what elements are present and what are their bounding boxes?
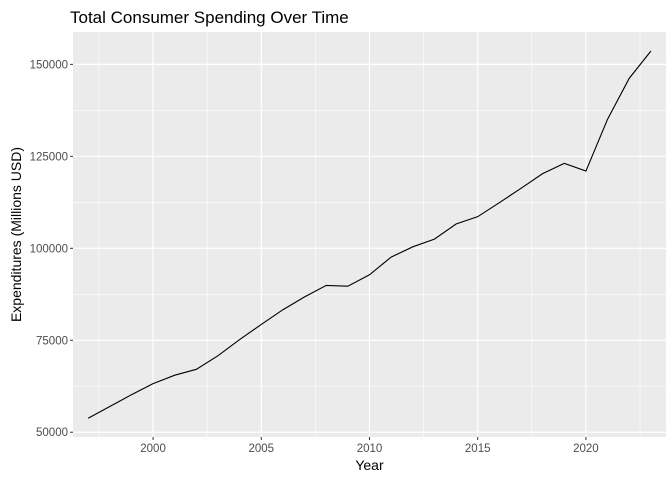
x-axis: 2000 2005 2010 2015 2020 <box>140 437 599 455</box>
x-tick-label: 2010 <box>357 443 383 455</box>
spending-series-line <box>87 50 652 419</box>
y-tick-label: 100000 <box>30 243 68 255</box>
major-gridlines <box>73 32 666 437</box>
x-tick-label: 2005 <box>248 443 274 455</box>
x-tick-label: 2020 <box>573 443 599 455</box>
y-tick-label: 125000 <box>30 151 68 163</box>
x-tick-label: 2015 <box>465 443 491 455</box>
y-axis-title: Expenditures (Millions USD) <box>8 147 24 322</box>
y-axis: 50000 75000 100000 125000 150000 <box>30 59 73 439</box>
chart-title: Total Consumer Spending Over Time <box>70 8 349 27</box>
x-tick-label: 2000 <box>140 443 166 455</box>
y-tick-label: 150000 <box>30 59 68 71</box>
y-tick-label: 50000 <box>36 427 68 439</box>
x-axis-title: Year <box>355 457 384 473</box>
y-tick-label: 75000 <box>36 335 68 347</box>
